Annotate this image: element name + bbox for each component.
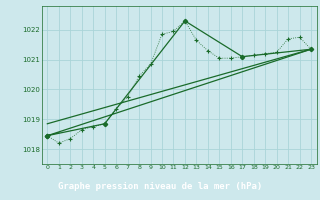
Text: Graphe pression niveau de la mer (hPa): Graphe pression niveau de la mer (hPa) — [58, 182, 262, 191]
